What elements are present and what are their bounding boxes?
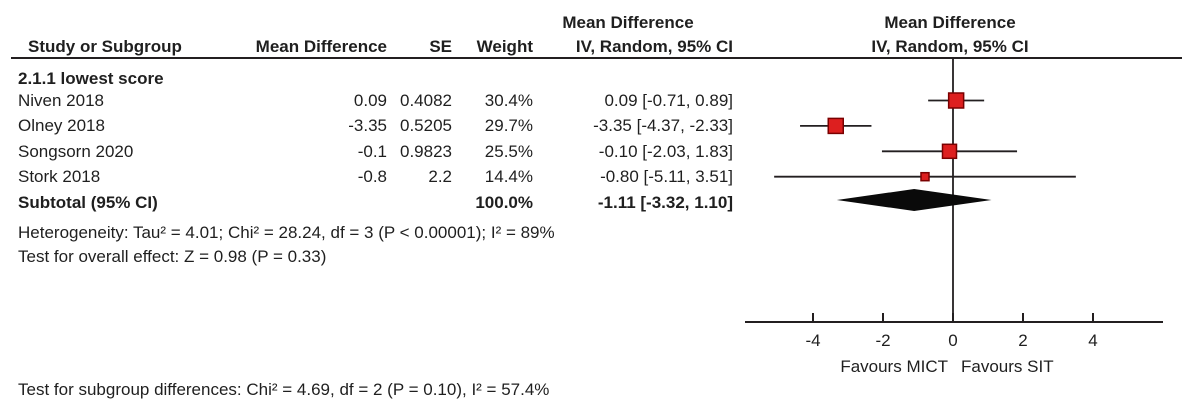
study-row: Stork 2018 -0.8 2.2 14.4% -0.80 [-5.11, 3.51… (0, 164, 1200, 189)
study-row: Niven 2018 0.09 0.4082 30.4% 0.09 [-0.71, 0.… (0, 88, 1200, 113)
study-name: Olney 2018 (18, 116, 105, 136)
col-header-plot-ci: IV, Random, 95% CI (871, 37, 1029, 56)
subtotal-ci: -1.11 [-3.32, 1.10] (597, 193, 733, 212)
subgroup-differences-stats: Test for subgroup differences: Chi² = 4.… (18, 380, 550, 399)
study-se: 0.4082 (400, 91, 452, 110)
study-se: 0.5205 (400, 116, 452, 136)
plot-column-title: Mean Difference (884, 13, 1016, 32)
axis-tick-label: 0 (948, 331, 958, 350)
study-se: 2.2 (428, 167, 452, 187)
favours-left-label: Favours MICT (840, 357, 948, 376)
study-ci: 0.09 [-0.71, 0.89] (604, 91, 733, 110)
study-md: -3.35 (348, 116, 387, 136)
effect-estimate-column-title: Mean Difference (562, 13, 694, 32)
col-header-se: SE (429, 37, 452, 56)
col-header-ci: IV, Random, 95% CI (575, 37, 733, 56)
study-weight: 25.5% (484, 141, 533, 161)
col-header-mean-difference: Mean Difference (255, 37, 387, 56)
study-ci: -3.35 [-4.37, -2.33] (593, 116, 733, 136)
axis-tick-label: -4 (805, 331, 821, 350)
study-name: Niven 2018 (18, 91, 105, 110)
subtotal-row: Subtotal (95% CI) 100.0% -1.11 [-3.32, 1… (0, 190, 1200, 215)
effect-marker (827, 117, 844, 135)
study-name: Stork 2018 (18, 167, 101, 187)
study-weight: 14.4% (484, 167, 533, 187)
study-md: 0.09 (353, 91, 387, 110)
subgroup-header: 2.1.1 lowest score (18, 69, 164, 88)
effect-marker (947, 92, 965, 109)
axis-tick-label: -2 (875, 331, 891, 350)
study-name: Songsorn 2020 (18, 141, 134, 161)
overall-effect-stats: Test for overall effect: Z = 0.98 (P = 0… (18, 247, 327, 266)
effect-marker (920, 171, 930, 182)
study-md: -0.8 (357, 167, 387, 187)
study-ci: -0.10 [-2.03, 1.83] (598, 141, 733, 161)
col-header-study: Study or Subgroup (28, 37, 182, 56)
heterogeneity-stats: Heterogeneity: Tau² = 4.01; Chi² = 28.24… (18, 223, 555, 242)
subtotal-diamond (836, 189, 992, 211)
study-row: Olney 2018 -3.35 0.5205 29.7% -3.35 [-4.37, … (0, 113, 1200, 138)
axis-tick-label: 2 (1018, 331, 1028, 350)
study-ci: -0.80 [-5.11, 3.51] (600, 167, 733, 187)
subtotal-label: Subtotal (95% CI) (18, 193, 158, 212)
col-header-weight: Weight (476, 37, 533, 56)
study-weight: 29.7% (484, 116, 533, 136)
subtotal-weight: 100.0% (475, 193, 533, 212)
favours-right-label: Favours SIT (961, 357, 1054, 376)
effect-marker (941, 143, 958, 160)
study-row: Songsorn 2020 -0.1 0.9823 25.5% -0.10 [-2.03… (0, 139, 1200, 164)
study-weight: 30.4% (484, 91, 533, 110)
study-se: 0.9823 (400, 141, 452, 161)
axis-tick-label: 4 (1088, 331, 1098, 350)
study-md: -0.1 (357, 141, 387, 161)
